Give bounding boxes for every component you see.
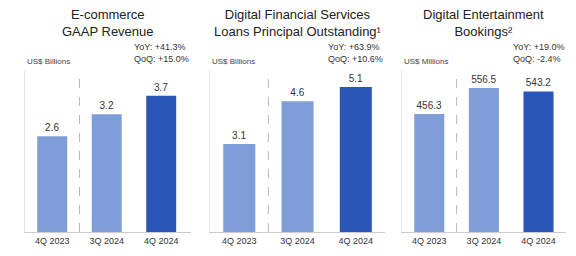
svg-text:4Q 2024: 4Q 2024 bbox=[521, 236, 556, 246]
svg-text:456.3: 456.3 bbox=[417, 100, 442, 111]
svg-text:3.7: 3.7 bbox=[154, 82, 168, 93]
svg-text:Digital EntertainmentBookings²: Digital EntertainmentBookings² bbox=[423, 7, 544, 39]
svg-text:US$ Billions: US$ Billions bbox=[212, 57, 255, 66]
svg-text:2.6: 2.6 bbox=[45, 122, 59, 133]
svg-text:556.5: 556.5 bbox=[471, 74, 496, 85]
svg-text:4.6: 4.6 bbox=[290, 87, 304, 98]
svg-text:4Q 2023: 4Q 2023 bbox=[35, 236, 70, 246]
svg-text:3.1: 3.1 bbox=[232, 130, 246, 141]
svg-text:YoY: +63.9%QoQ: +10.6%: YoY: +63.9%QoQ: +10.6% bbox=[328, 42, 383, 64]
svg-text:4Q 2024: 4Q 2024 bbox=[144, 236, 179, 246]
svg-text:US$ Millions: US$ Millions bbox=[404, 57, 448, 66]
svg-text:YoY: +19.0%QoQ: -2.4%: YoY: +19.0%QoQ: -2.4% bbox=[513, 42, 564, 64]
svg-text:3Q 2024: 3Q 2024 bbox=[280, 236, 315, 246]
svg-text:5.1: 5.1 bbox=[349, 73, 363, 84]
svg-text:3.2: 3.2 bbox=[100, 100, 114, 111]
svg-text:US$ Billions: US$ Billions bbox=[27, 57, 70, 66]
svg-text:YoY: +41.3%QoQ: +15.0%: YoY: +41.3%QoQ: +15.0% bbox=[134, 42, 189, 64]
svg-text:3Q 2024: 3Q 2024 bbox=[89, 236, 124, 246]
svg-text:543.2: 543.2 bbox=[526, 77, 551, 88]
svg-text:4Q 2023: 4Q 2023 bbox=[412, 236, 447, 246]
svg-text:Digital Financial ServicesLoan: Digital Financial ServicesLoans Principa… bbox=[214, 7, 382, 39]
svg-text:E-commerceGAAP Revenue: E-commerceGAAP Revenue bbox=[62, 7, 154, 39]
svg-text:4Q 2023: 4Q 2023 bbox=[222, 236, 257, 246]
svg-text:4Q 2024: 4Q 2024 bbox=[339, 236, 374, 246]
svg-text:3Q 2024: 3Q 2024 bbox=[467, 236, 502, 246]
